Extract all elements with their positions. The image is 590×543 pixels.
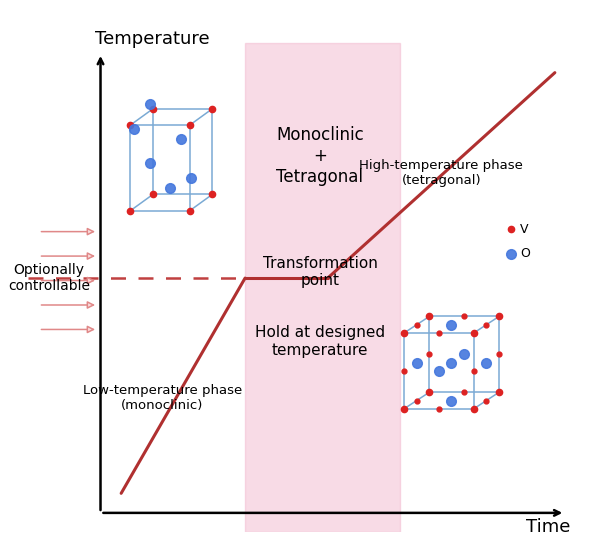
Text: V: V <box>520 223 529 236</box>
FancyArrowPatch shape <box>41 253 93 259</box>
Text: Time: Time <box>526 518 571 536</box>
Text: Temperature: Temperature <box>96 30 210 48</box>
Text: Hold at designed
temperature: Hold at designed temperature <box>255 325 385 358</box>
Text: Optionally
controllable: Optionally controllable <box>8 263 90 293</box>
FancyArrowPatch shape <box>41 326 93 332</box>
FancyArrowPatch shape <box>41 302 93 308</box>
Text: Monoclinic
+
Tetragonal: Monoclinic + Tetragonal <box>276 126 364 186</box>
Text: Transformation
point: Transformation point <box>263 256 378 288</box>
FancyArrowPatch shape <box>41 277 93 283</box>
Text: High-temperature phase
(tetragonal): High-temperature phase (tetragonal) <box>359 159 523 187</box>
Text: Low-temperature phase
(monoclinic): Low-temperature phase (monoclinic) <box>83 384 242 412</box>
Text: O: O <box>520 247 530 260</box>
FancyArrowPatch shape <box>41 229 93 235</box>
Bar <box>245 43 400 533</box>
